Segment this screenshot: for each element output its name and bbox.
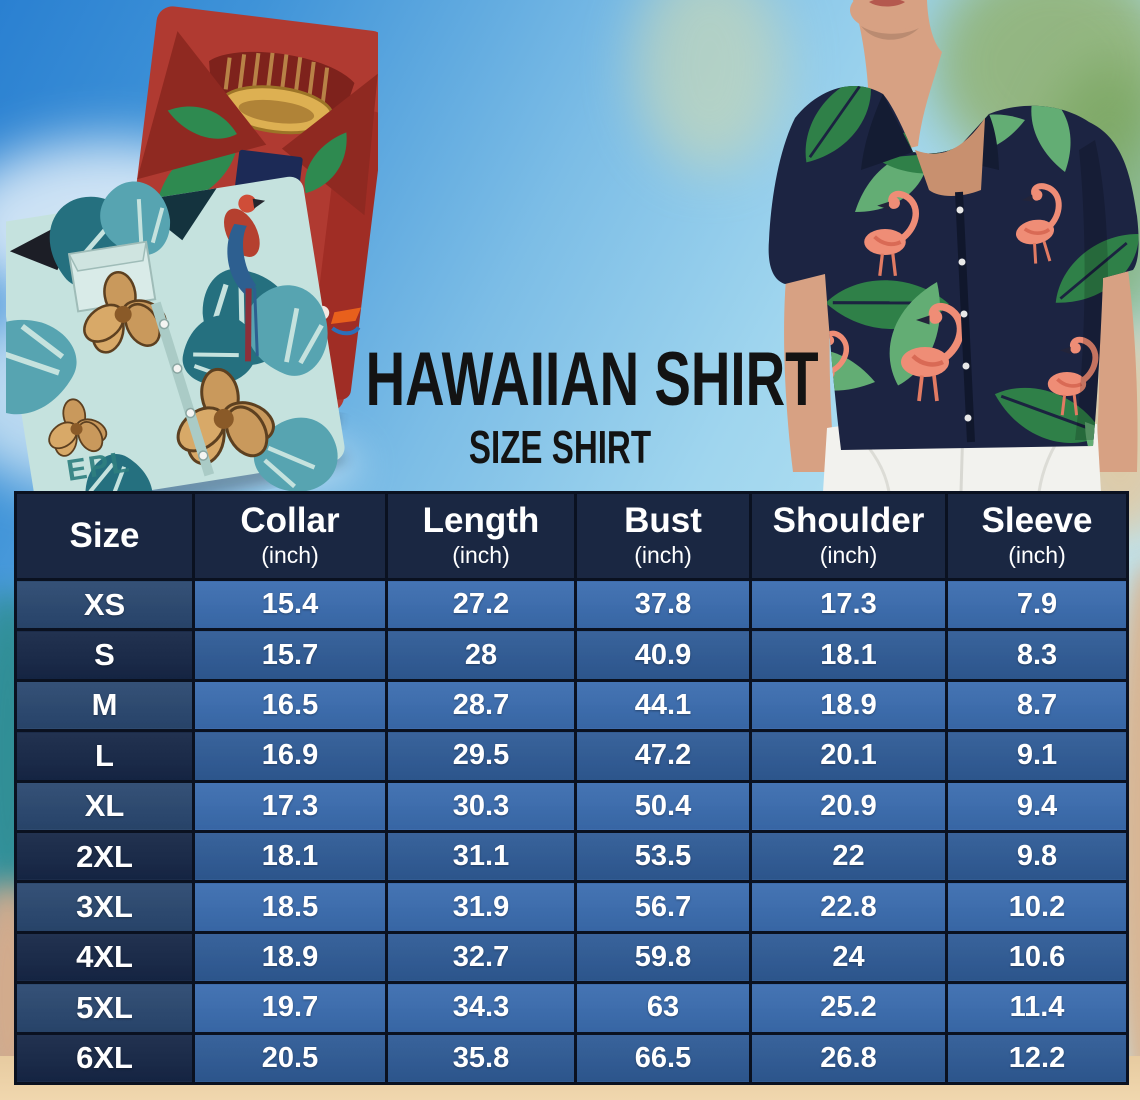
column-unit: (inch) bbox=[1008, 541, 1066, 568]
value-cell: 50.4 bbox=[574, 779, 752, 833]
column-label: Sleeve bbox=[981, 501, 1093, 541]
size-chart-table: Size Collar (inch) Length (inch) Bust (i… bbox=[14, 491, 1129, 1086]
column-label: Shoulder bbox=[772, 501, 925, 541]
column-unit: (inch) bbox=[634, 541, 692, 568]
column-header-sleeve: Sleeve (inch) bbox=[945, 491, 1129, 581]
value-cell: 28 bbox=[385, 628, 577, 682]
value-cell: 18.9 bbox=[749, 678, 948, 733]
column-header-bust: Bust (inch) bbox=[574, 491, 752, 581]
title-block: HAWAIIAN SHIRT SIZE SHIRT bbox=[290, 337, 830, 474]
folded-shirts-photo: M bbox=[6, 6, 378, 498]
column-header-length: Length (inch) bbox=[385, 491, 577, 581]
value-cell: 22.8 bbox=[749, 880, 948, 934]
value-cell: 25.2 bbox=[749, 981, 948, 1035]
poster-title: HAWAIIAN SHIRT bbox=[365, 337, 819, 422]
value-cell: 20.9 bbox=[749, 779, 948, 833]
table-row: 2XL 18.1 31.1 53.5 22 9.8 bbox=[14, 829, 1129, 884]
value-cell: 16.9 bbox=[192, 729, 388, 783]
value-cell: 26.8 bbox=[749, 1031, 948, 1086]
size-cell: M bbox=[14, 678, 195, 733]
value-cell: 10.6 bbox=[945, 930, 1129, 985]
value-cell: 31.9 bbox=[385, 880, 577, 934]
value-cell: 18.1 bbox=[192, 829, 388, 884]
value-cell: 24 bbox=[749, 930, 948, 985]
value-cell: 8.3 bbox=[945, 628, 1129, 682]
value-cell: 20.5 bbox=[192, 1031, 388, 1086]
table-row: S 15.7 28 40.9 18.1 8.3 bbox=[14, 628, 1129, 682]
value-cell: 18.5 bbox=[192, 880, 388, 934]
value-cell: 17.3 bbox=[192, 779, 388, 833]
value-cell: 9.4 bbox=[945, 779, 1129, 833]
column-label: Collar bbox=[240, 501, 340, 541]
column-header-collar: Collar (inch) bbox=[192, 491, 388, 581]
value-cell: 20.1 bbox=[749, 729, 948, 783]
table-row: M 16.5 28.7 44.1 18.9 8.7 bbox=[14, 678, 1129, 733]
value-cell: 59.8 bbox=[574, 930, 752, 985]
value-cell: 18.9 bbox=[192, 930, 388, 985]
value-cell: 30.3 bbox=[385, 779, 577, 833]
value-cell: 9.8 bbox=[945, 829, 1129, 884]
column-header-shoulder: Shoulder (inch) bbox=[749, 491, 948, 581]
size-cell: 3XL bbox=[14, 880, 195, 934]
value-cell: 56.7 bbox=[574, 880, 752, 934]
palm-blur-blob bbox=[635, 0, 785, 170]
parrot bbox=[224, 194, 266, 362]
size-cell: L bbox=[14, 729, 195, 783]
column-unit: (inch) bbox=[819, 541, 878, 568]
value-cell: 19.7 bbox=[192, 981, 388, 1035]
size-cell: XL bbox=[14, 779, 195, 833]
value-cell: 16.5 bbox=[192, 678, 388, 733]
value-cell: 34.3 bbox=[385, 981, 577, 1035]
value-cell: 32.7 bbox=[385, 930, 577, 985]
size-cell: XS bbox=[14, 577, 195, 632]
table-row: 4XL 18.9 32.7 59.8 24 10.6 bbox=[14, 930, 1129, 985]
table-row: 5XL 19.7 34.3 63 25.2 11.4 bbox=[14, 981, 1129, 1035]
column-label: Bust bbox=[624, 501, 702, 541]
table-row: XL 17.3 30.3 50.4 20.9 9.4 bbox=[14, 779, 1129, 833]
table-row: L 16.9 29.5 47.2 20.1 9.1 bbox=[14, 729, 1129, 783]
value-cell: 12.2 bbox=[945, 1031, 1129, 1086]
value-cell: 31.1 bbox=[385, 829, 577, 884]
value-cell: 47.2 bbox=[574, 729, 752, 783]
value-cell: 63 bbox=[574, 981, 752, 1035]
value-cell: 35.8 bbox=[385, 1031, 577, 1086]
sleeve-logo bbox=[330, 307, 362, 336]
table-row: 3XL 18.5 31.9 56.7 22.8 10.2 bbox=[14, 880, 1129, 934]
column-unit: (inch) bbox=[452, 541, 510, 568]
column-header-size: Size bbox=[14, 491, 195, 581]
value-cell: 28.7 bbox=[385, 678, 577, 733]
value-cell: 27.2 bbox=[385, 577, 577, 632]
value-cell: 44.1 bbox=[574, 678, 752, 733]
size-cell: 4XL bbox=[14, 930, 195, 985]
value-cell: 66.5 bbox=[574, 1031, 752, 1086]
column-label: Size bbox=[69, 515, 140, 555]
column-label: Length bbox=[422, 501, 540, 541]
size-cell: 2XL bbox=[14, 829, 195, 884]
value-cell: 11.4 bbox=[945, 981, 1129, 1035]
value-cell: 22 bbox=[749, 829, 948, 884]
table-row: 6XL 20.5 35.8 66.5 26.8 12.2 bbox=[14, 1031, 1129, 1086]
value-cell: 9.1 bbox=[945, 729, 1129, 783]
header-row: Size Collar (inch) Length (inch) Bust (i… bbox=[14, 491, 1129, 581]
value-cell: 40.9 bbox=[574, 628, 752, 682]
teal-shirt: EPL bbox=[6, 166, 368, 498]
size-cell: 5XL bbox=[14, 981, 195, 1035]
value-cell: 15.4 bbox=[192, 577, 388, 632]
value-cell: 18.1 bbox=[749, 628, 948, 682]
column-unit: (inch) bbox=[261, 541, 319, 568]
value-cell: 7.9 bbox=[945, 577, 1129, 632]
value-cell: 37.8 bbox=[574, 577, 752, 632]
value-cell: 15.7 bbox=[192, 628, 388, 682]
model-photo bbox=[768, 0, 1139, 492]
value-cell: 8.7 bbox=[945, 678, 1129, 733]
value-cell: 29.5 bbox=[385, 729, 577, 783]
size-cell: S bbox=[14, 628, 195, 682]
table-row: XS 15.4 27.2 37.8 17.3 7.9 bbox=[14, 577, 1129, 632]
size-cell: 6XL bbox=[14, 1031, 195, 1086]
value-cell: 10.2 bbox=[945, 880, 1129, 934]
value-cell: 53.5 bbox=[574, 829, 752, 884]
value-cell: 17.3 bbox=[749, 577, 948, 632]
poster-subtitle: SIZE SHIRT bbox=[468, 421, 652, 474]
